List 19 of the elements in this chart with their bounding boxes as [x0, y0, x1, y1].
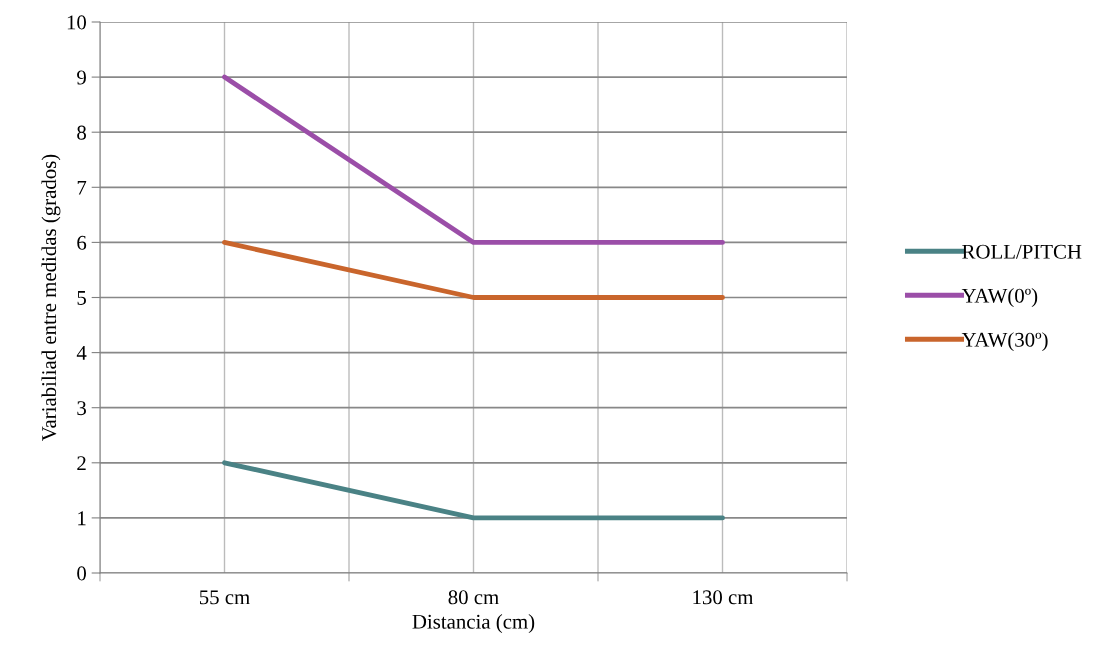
x-tick-label: 80 cm	[448, 590, 499, 605]
y-axis-title: Variabiliad entre medidas (grados)	[41, 154, 61, 442]
legend-label: YAW(30º)	[961, 332, 1048, 352]
y-tick-label: 10	[67, 15, 87, 30]
y-tick-label: 6	[77, 235, 87, 250]
x-tick-label: 55 cm	[199, 590, 250, 605]
y-tick-label: 7	[77, 180, 87, 195]
y-tick-label: 3	[77, 401, 86, 416]
x-axis-title: Distancia (cm)	[412, 614, 535, 634]
y-tick-label: 5	[77, 291, 86, 305]
legend-label: ROLL/PITCH	[962, 244, 1082, 259]
y-tick-label: 9	[77, 70, 86, 85]
y-tick-label: 1	[78, 511, 86, 526]
x-tick-label: 130 cm	[693, 590, 754, 605]
y-tick-label: 2	[77, 456, 86, 471]
y-tick-label: 4	[76, 346, 87, 360]
legend-label: YAW(0º)	[961, 288, 1038, 308]
y-tick-label: 8	[77, 125, 87, 140]
y-tick-label: 0	[77, 566, 87, 581]
